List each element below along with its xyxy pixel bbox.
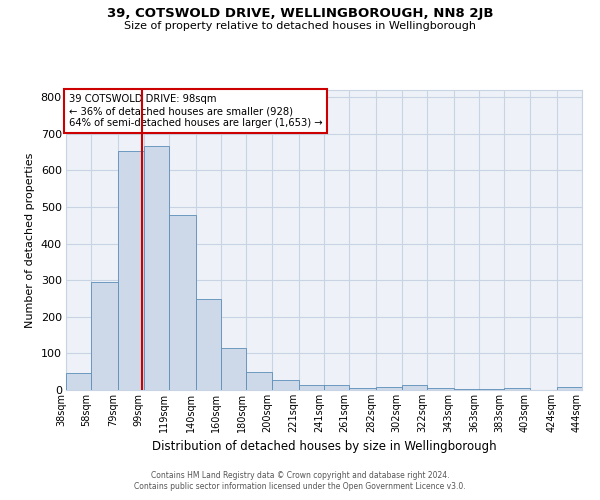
Bar — [349, 388, 376, 390]
Bar — [272, 380, 299, 390]
Bar — [118, 151, 143, 390]
Bar — [401, 385, 427, 390]
Bar — [66, 373, 91, 390]
Bar — [299, 384, 324, 390]
Bar — [454, 389, 479, 390]
Text: Size of property relative to detached houses in Wellingborough: Size of property relative to detached ho… — [124, 21, 476, 31]
Text: Contains HM Land Registry data © Crown copyright and database right 2024.: Contains HM Land Registry data © Crown c… — [151, 471, 449, 480]
X-axis label: Distribution of detached houses by size in Wellingborough: Distribution of detached houses by size … — [152, 440, 496, 454]
Bar — [221, 348, 247, 390]
Bar — [479, 389, 505, 390]
Bar — [143, 146, 169, 390]
Y-axis label: Number of detached properties: Number of detached properties — [25, 152, 35, 328]
Text: Contains public sector information licensed under the Open Government Licence v3: Contains public sector information licen… — [134, 482, 466, 491]
Bar — [196, 298, 221, 390]
Bar — [247, 372, 272, 390]
Bar — [557, 387, 582, 390]
Text: 39 COTSWOLD DRIVE: 98sqm
← 36% of detached houses are smaller (928)
64% of semi-: 39 COTSWOLD DRIVE: 98sqm ← 36% of detach… — [68, 94, 322, 128]
Bar — [505, 388, 530, 390]
Bar — [169, 215, 196, 390]
Bar — [376, 387, 401, 390]
Bar — [91, 282, 118, 390]
Bar — [427, 388, 454, 390]
Text: 39, COTSWOLD DRIVE, WELLINGBOROUGH, NN8 2JB: 39, COTSWOLD DRIVE, WELLINGBOROUGH, NN8 … — [107, 8, 493, 20]
Bar — [324, 385, 349, 390]
